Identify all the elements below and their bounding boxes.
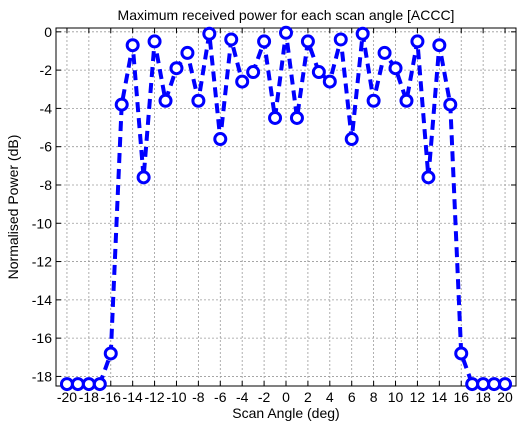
y-tick-label: -8	[40, 177, 53, 193]
x-tick-label: -6	[214, 389, 227, 405]
data-point	[300, 34, 315, 49]
x-tick-label: -20	[57, 389, 77, 405]
data-point	[421, 170, 436, 185]
x-tick-label: -14	[123, 389, 143, 405]
x-tick-label: 4	[326, 389, 334, 405]
data-point	[279, 25, 293, 40]
data-point	[432, 38, 447, 53]
data-point	[388, 61, 403, 76]
data-point	[498, 377, 513, 392]
data-point	[191, 93, 206, 108]
x-tick-label: -18	[79, 389, 99, 405]
y-tick-label: -2	[40, 62, 53, 78]
y-tick-label: -4	[40, 100, 53, 116]
x-tick-label: 2	[304, 389, 312, 405]
x-tick-label: -8	[192, 389, 205, 405]
x-tick-label: 20	[497, 389, 513, 405]
data-point	[399, 93, 414, 108]
x-tick-label: 14	[432, 389, 448, 405]
y-tick-label: -6	[40, 139, 53, 155]
data-point	[443, 97, 458, 112]
y-tick-label: -12	[32, 254, 52, 270]
data-point	[169, 61, 184, 76]
y-tick-label: -16	[32, 330, 52, 346]
data-point	[70, 377, 85, 392]
y-axis-label: Normalised Power (dB)	[5, 135, 21, 280]
x-tick-label: -10	[166, 389, 186, 405]
data-point	[235, 74, 250, 89]
chart-title: Maximum received power for each scan ang…	[118, 7, 455, 23]
x-tick-label: -12	[144, 389, 164, 405]
x-axis-label: Scan Angle (deg)	[232, 405, 339, 421]
data-point	[246, 65, 261, 80]
data-point	[344, 132, 359, 147]
data-point	[355, 26, 370, 41]
x-tick-label: 6	[348, 389, 356, 405]
data-point	[268, 110, 283, 125]
data-point	[125, 38, 140, 53]
data-point	[454, 346, 469, 361]
data-point	[377, 45, 392, 60]
x-tick-label: -2	[258, 389, 271, 405]
x-tick-label: 12	[410, 389, 426, 405]
x-tick-label: -4	[236, 389, 249, 405]
data-point	[410, 34, 425, 49]
y-tick-label: -14	[32, 292, 52, 308]
axis-ticks: -20 -18 -16 -14 -12 -10 -8 -6 -4 -2 0 2 4 6 8 10 12 14 16 1…	[32, 24, 516, 405]
data-point	[224, 32, 239, 47]
data-point	[487, 377, 502, 392]
data-point	[311, 65, 326, 80]
data-point	[136, 170, 151, 185]
y-tick-label: -10	[32, 215, 52, 231]
x-tick-label: 18	[475, 389, 491, 405]
data-point	[147, 34, 162, 49]
y-tick-label: 0	[44, 24, 52, 40]
data-point	[114, 97, 129, 112]
data-point	[465, 377, 480, 392]
x-tick-label: 0	[282, 389, 290, 405]
data-point	[180, 45, 195, 60]
x-tick-label: 8	[370, 389, 378, 405]
data-point	[257, 34, 272, 49]
data-point	[92, 377, 107, 392]
x-tick-label: 10	[388, 389, 404, 405]
grid	[56, 28, 516, 386]
data-point	[158, 93, 173, 108]
data-point	[322, 74, 337, 89]
data-point	[81, 377, 96, 392]
data-point	[333, 32, 348, 47]
data-point	[289, 110, 304, 125]
x-tick-label: -16	[101, 389, 121, 405]
data-point	[202, 26, 217, 41]
data-point	[59, 377, 74, 392]
data-point	[213, 132, 228, 147]
data-point	[366, 93, 381, 108]
x-tick-label: 16	[453, 389, 469, 405]
data-point	[476, 377, 491, 392]
y-tick-label: -18	[32, 368, 52, 384]
series-layer	[59, 25, 513, 392]
data-point	[103, 346, 118, 361]
